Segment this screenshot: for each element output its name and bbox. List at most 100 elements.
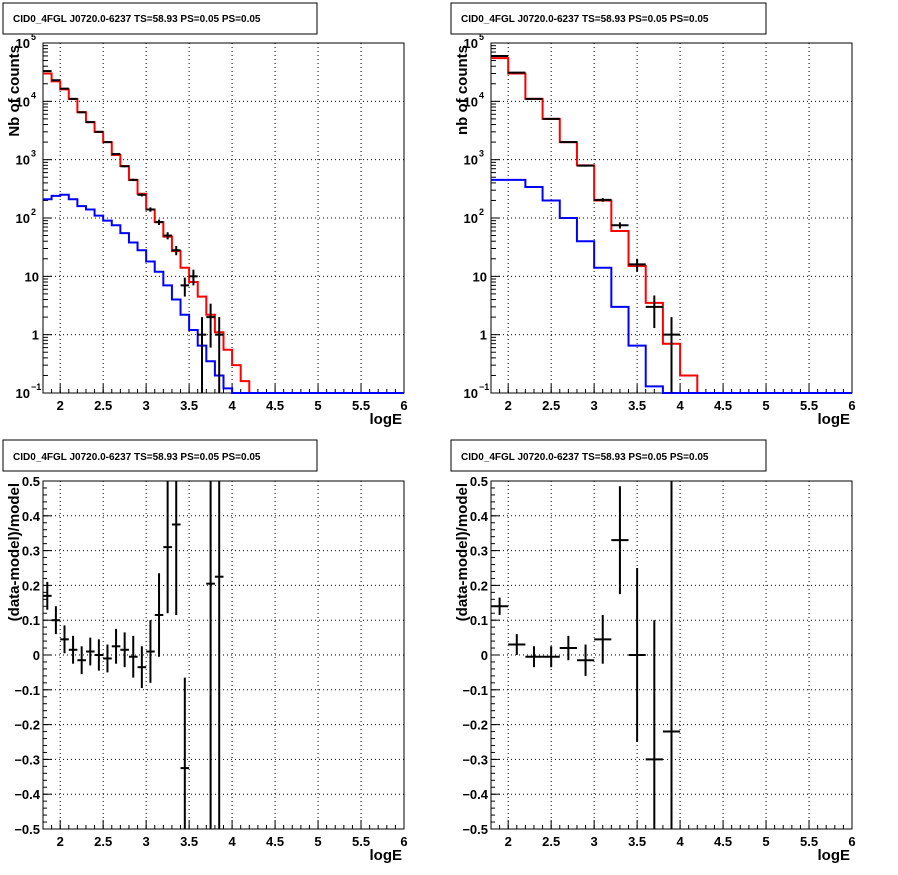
y-tick-exponent: 3 [479, 149, 484, 159]
y-tick-exponent: 5 [31, 32, 36, 42]
x-axis-title: logE [370, 847, 403, 864]
y-tick-label: 0.1 [470, 613, 488, 628]
x-axis-title: logE [370, 411, 403, 428]
y-tick-exponent: 3 [31, 149, 36, 159]
data-point [60, 625, 69, 654]
y-axis-title: Nb of counts [6, 45, 23, 137]
y-tick-exponent: 2 [479, 207, 484, 217]
data-point [542, 117, 560, 120]
data-point [180, 677, 190, 829]
chart-title-box [450, 439, 767, 472]
data-point [77, 111, 86, 114]
y-axis-title: nb of counts [454, 45, 471, 135]
x-tick-label: 3.5 [628, 834, 646, 849]
y-tick-label: −0.3 [462, 752, 488, 767]
x-tick-label: 4.5 [714, 398, 732, 413]
x-tick-label: 5 [314, 834, 321, 849]
x-tick-label: 2.5 [94, 398, 112, 413]
y-tick-label: −0.4 [14, 787, 40, 802]
y-tick-label: 0.2 [22, 578, 40, 593]
x-tick-label: 4 [676, 834, 684, 849]
x-tick-label: 6 [848, 834, 855, 849]
y-tick-label: 1 [32, 328, 39, 343]
histogram-series-1 [43, 72, 404, 394]
y-tick-label: 10 [16, 36, 30, 51]
data-point [51, 606, 61, 635]
x-tick-label: 4 [676, 398, 684, 413]
x-tick-label: 2 [57, 834, 64, 849]
x-tick-label: 4 [228, 834, 236, 849]
data-point [525, 646, 543, 668]
y-tick-label: −0.3 [14, 752, 40, 767]
data-point [662, 481, 681, 829]
y-tick-label: 0.2 [470, 578, 488, 593]
y-tick-label: 0.3 [22, 544, 40, 559]
y-tick-label: 0.4 [470, 509, 489, 524]
x-tick-label: 3 [143, 398, 150, 413]
data-point [559, 141, 577, 144]
x-tick-label: 3.5 [628, 398, 646, 413]
data-point [146, 620, 155, 683]
data-point [85, 121, 95, 124]
x-tick-label: 4.5 [266, 398, 284, 413]
data-point [628, 568, 646, 742]
data-point [214, 481, 224, 829]
data-point [645, 620, 663, 829]
data-point [120, 165, 129, 168]
x-tick-label: 5 [314, 398, 321, 413]
y-tick-label: 10 [464, 386, 478, 401]
x-tick-label: 3 [591, 398, 598, 413]
y-tick-label: 0.1 [22, 613, 40, 628]
data-point [525, 97, 543, 100]
x-tick-label: 2 [57, 398, 64, 413]
x-tick-label: 4.5 [714, 834, 732, 849]
data-point [111, 628, 121, 664]
y-tick-label: 0 [481, 648, 488, 663]
data-point [662, 317, 681, 393]
data-point [94, 639, 104, 671]
data-point [120, 632, 129, 668]
y-tick-label: 10 [473, 269, 487, 284]
y-tick-exponent: −1 [31, 382, 41, 392]
histogram-series-2 [491, 178, 852, 394]
chart-panel-4: CID0_4FGL J0720.0-6237 TS=58.93 PS=0.05 … [450, 439, 856, 864]
data-point [508, 634, 526, 655]
data-point [611, 222, 629, 229]
data-point [611, 486, 629, 595]
data-point [197, 317, 207, 393]
data-point [171, 481, 181, 615]
data-point [171, 246, 181, 256]
data-point [128, 178, 138, 182]
y-tick-exponent: 4 [31, 90, 36, 100]
x-tick-label: 6 [400, 834, 407, 849]
data-point [111, 153, 121, 156]
data-point [137, 646, 147, 689]
data-point [103, 644, 112, 673]
data-point [137, 193, 147, 197]
data-point [206, 481, 215, 829]
data-point [559, 635, 577, 661]
x-tick-label: 5.5 [800, 398, 818, 413]
y-tick-label: −0.1 [14, 683, 40, 698]
data-point [189, 269, 198, 286]
chart-panel-1: CID0_4FGL J0720.0-6237 TS=58.93 PS=0.05 … [2, 2, 408, 428]
x-tick-label: 3 [591, 834, 598, 849]
y-tick-label: 1 [480, 328, 487, 343]
y-tick-label: 10 [464, 211, 478, 226]
data-point [180, 277, 190, 297]
data-point [68, 635, 78, 664]
data-point [645, 295, 663, 329]
data-point [85, 637, 95, 666]
y-tick-label: 10 [16, 94, 30, 109]
y-axis-title: (data-model)/model [454, 483, 471, 621]
y-tick-label: 0.5 [22, 474, 40, 489]
data-point [146, 207, 155, 212]
x-tick-label: 5.5 [352, 834, 370, 849]
chart-title-box [450, 2, 767, 35]
data-point [128, 635, 138, 678]
x-axis-title: logE [818, 847, 851, 864]
y-tick-exponent: 4 [479, 90, 484, 100]
y-tick-label: 10 [464, 153, 478, 168]
data-point [576, 644, 595, 676]
